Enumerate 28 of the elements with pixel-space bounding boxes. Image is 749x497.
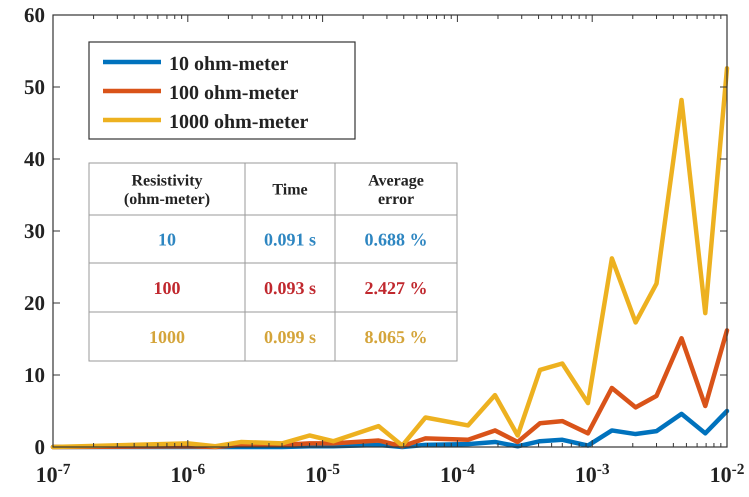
legend-label: 100 ohm-meter — [169, 82, 299, 104]
x-tick-label: 10$^{-3}$ — [574, 460, 610, 487]
annotation: 0.688 % — [364, 229, 428, 250]
annotation: 8.065 % — [364, 326, 428, 347]
x-tick-label: 10$^{-5}$ — [305, 460, 340, 487]
annotation: 0.099 s — [264, 326, 316, 347]
annotation: 100 — [154, 278, 180, 298]
annotation: Time — [272, 182, 308, 199]
annotation: 10 — [158, 229, 176, 250]
annotation: 2.427 % — [364, 278, 428, 298]
y-tick-label: 10 — [24, 363, 45, 387]
legend-label: 10 ohm-meter — [169, 53, 289, 75]
x-tick-label: 10$^{-7}$ — [36, 460, 71, 487]
y-tick-label: 40 — [24, 147, 45, 171]
y-tick-label: 20 — [24, 291, 45, 315]
annotation: Average error — [368, 172, 424, 208]
annotation: 0.093 s — [264, 278, 316, 298]
y-tick-label: 30 — [24, 219, 45, 243]
legend-label: 1000 ohm-meter — [169, 111, 309, 133]
annotation: 1000 — [149, 326, 185, 347]
annotation: 0.091 s — [264, 229, 316, 250]
y-tick-label: 0 — [34, 435, 45, 459]
x-tick-label: 10$^{-2}$ — [710, 460, 745, 487]
x-tick-label: 10$^{-4}$ — [440, 460, 476, 487]
y-tick-label: 60 — [24, 3, 45, 27]
annotation: Resistivity (ohm-meter) — [124, 172, 210, 208]
x-tick-label: 10$^{-6}$ — [170, 460, 206, 487]
y-tick-label: 50 — [24, 75, 45, 99]
